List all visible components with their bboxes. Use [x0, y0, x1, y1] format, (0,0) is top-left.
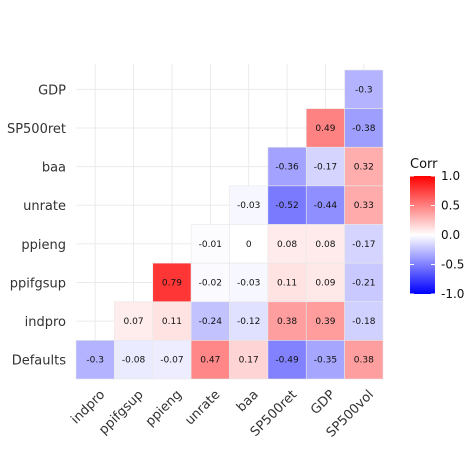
heatmap-cell [305, 146, 345, 187]
y-tick-label-baa: baa [42, 161, 66, 176]
heatmap-cell [305, 224, 345, 264]
heatmap-cell [305, 340, 345, 380]
heatmap-cell [190, 340, 230, 380]
cell-value-label: -0.08 [122, 356, 146, 366]
x-tick-label-baa: baa [234, 387, 262, 415]
cell-value-label: -0.01 [199, 240, 222, 250]
legend-tick-label: -0.5 [441, 258, 464, 272]
y-tick-label-ppifgsup: ppifgsup [10, 276, 66, 291]
cell-value-label: 0.47 [200, 356, 220, 366]
heatmap-cell [305, 301, 345, 341]
heatmap-cell [229, 224, 269, 264]
legend-tick-label: 0.5 [441, 199, 460, 213]
cell-value-label: 0.39 [315, 317, 335, 327]
heatmap-cell [190, 224, 230, 264]
cell-value-label: -0.52 [275, 201, 298, 211]
heatmap-cell [344, 185, 384, 225]
legend-tick-label: 1.0 [441, 169, 460, 183]
heatmap-cell [229, 340, 269, 380]
cell-value-label: 0 [246, 240, 252, 250]
cell-value-label: -0.3 [355, 85, 373, 95]
y-tick-label-gdp: GDP [38, 83, 66, 98]
heatmap-cell [267, 301, 307, 341]
heatmap-cell [267, 146, 307, 187]
cell-value-label: -0.49 [275, 356, 299, 366]
heatmap-cell [344, 224, 384, 264]
y-tick-label-ppieng: ppieng [21, 238, 66, 253]
x-tick-label-gdp: GDP [308, 387, 338, 417]
y-tick-label-defaults: Defaults [12, 354, 66, 369]
legend-tick-label: 0.0 [441, 228, 460, 242]
cell-value-label: 0.11 [162, 317, 182, 327]
heatmap-cell [229, 185, 269, 225]
cell-value-label: -0.17 [314, 163, 337, 173]
cell-value-label: 0.49 [315, 124, 335, 134]
legend-colorbar [410, 176, 435, 294]
y-tick-label-sp500ret: SP500ret [7, 122, 66, 137]
cell-value-label: 0.07 [124, 317, 144, 327]
y-axis-tick-labels: Defaults indpro ppifgsup ppieng unrate baa SP5… [7, 83, 66, 368]
heatmap-cell [344, 340, 384, 380]
heatmap-cell [267, 262, 307, 303]
cell-value-label: -0.36 [275, 163, 299, 173]
cell-value-label: -0.3 [86, 356, 104, 366]
heatmap-cell [114, 340, 154, 380]
cell-value-label: 0.17 [239, 356, 259, 366]
cell-value-label: -0.17 [352, 240, 375, 250]
cell-value-label: -0.44 [314, 201, 338, 211]
heatmap-cell [190, 262, 230, 303]
heatmap-cell [344, 262, 384, 303]
cell-value-label: -0.21 [352, 278, 375, 288]
heatmap-cell [267, 340, 307, 380]
cell-value-label: -0.03 [237, 201, 260, 211]
heatmap-cell [229, 262, 269, 303]
heatmap-cell [305, 262, 345, 303]
color-legend: Corr 1.0 0.5 0.0 -0.5 -1.0 [410, 157, 464, 301]
cell-value-label: 0.38 [354, 356, 374, 366]
legend-tick-label: -1.0 [441, 287, 464, 301]
heatmap-cell [344, 146, 384, 187]
cell-value-label: -0.07 [160, 356, 183, 366]
cell-value-label: 0.32 [354, 163, 374, 173]
cell-value-label: -0.03 [237, 278, 260, 288]
heatmap-cell [344, 301, 384, 341]
cell-value-label: -0.18 [352, 317, 376, 327]
y-tick-label-indpro: indpro [25, 315, 66, 330]
heatmap-cell [152, 301, 192, 341]
heatmap-cell [305, 185, 345, 225]
cell-value-label: 0.08 [277, 240, 297, 250]
cell-value-label: 0.08 [315, 240, 335, 250]
cell-value-label: -0.35 [314, 356, 337, 366]
legend-title: Corr [410, 157, 438, 172]
heatmap-cell [267, 224, 307, 264]
y-tick-label-unrate: unrate [23, 199, 66, 214]
cell-value-label: -0.12 [237, 317, 260, 327]
cell-value-label: -0.24 [199, 317, 223, 327]
cell-value-label: 0.38 [277, 317, 297, 327]
x-tick-label-ppieng: ppieng [143, 387, 185, 429]
cell-value-label: -0.02 [199, 278, 222, 288]
heatmap-cell [152, 262, 192, 303]
cell-value-label: 0.09 [315, 278, 335, 288]
cell-value-label: 0.11 [277, 278, 297, 288]
x-tick-label-unrate: unrate [182, 387, 223, 428]
cell-value-label: -0.38 [352, 124, 376, 134]
cell-value-label: 0.33 [354, 201, 374, 211]
heatmap-cell [114, 301, 154, 341]
cell-value-label: 0.79 [162, 278, 182, 288]
heatmap-cells: -0.3 0.49 -0.38 -0.36 -0.17 0.32 -0.03 -0.52 -0.… [75, 69, 384, 380]
